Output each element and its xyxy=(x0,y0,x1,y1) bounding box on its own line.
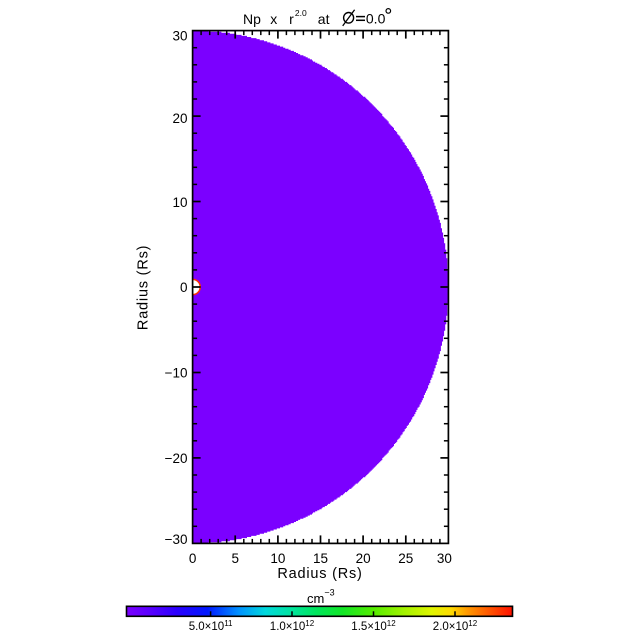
svg-text:1.5×1012: 1.5×1012 xyxy=(351,619,396,633)
svg-text:Radius (Rs): Radius (Rs) xyxy=(136,245,152,330)
svg-text:2.0: 2.0 xyxy=(295,8,307,18)
svg-text:15: 15 xyxy=(313,551,328,566)
svg-text:10: 10 xyxy=(270,551,285,566)
svg-text:0.0: 0.0 xyxy=(366,11,386,27)
svg-text:5: 5 xyxy=(231,551,239,566)
svg-text:20: 20 xyxy=(172,111,187,126)
svg-text:25: 25 xyxy=(398,551,413,566)
svg-text:0: 0 xyxy=(189,551,197,566)
svg-text:x: x xyxy=(270,11,277,27)
svg-text:30: 30 xyxy=(172,28,187,43)
svg-text:10: 10 xyxy=(172,195,187,210)
svg-text:1.0×1012: 1.0×1012 xyxy=(270,619,315,633)
svg-text:20: 20 xyxy=(356,551,371,566)
svg-text:30: 30 xyxy=(437,551,452,566)
svg-text:5.0×1011: 5.0×1011 xyxy=(189,619,233,633)
svg-text:−10: −10 xyxy=(165,365,188,380)
svg-text:−30: −30 xyxy=(165,532,188,547)
svg-text:at: at xyxy=(318,11,330,27)
svg-text:Radius (Rs): Radius (Rs) xyxy=(277,566,362,582)
svg-text:r: r xyxy=(289,11,294,27)
svg-text:Np: Np xyxy=(243,11,261,27)
svg-text:0: 0 xyxy=(180,280,188,295)
svg-text:−20: −20 xyxy=(165,451,188,466)
svg-text:2.0×1012: 2.0×1012 xyxy=(433,619,478,633)
